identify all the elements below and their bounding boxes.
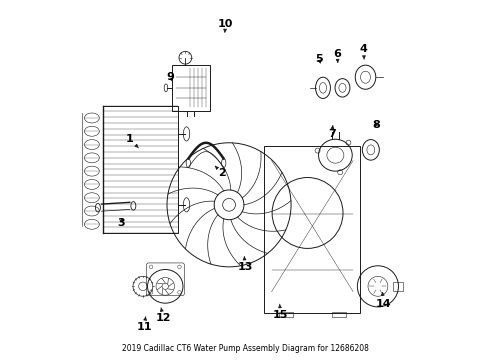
Text: 2: 2 [215,166,226,178]
Text: 8: 8 [372,120,380,130]
Text: 14: 14 [375,293,391,309]
Text: 2019 Cadillac CT6 Water Pump Assembly Diagram for 12686208: 2019 Cadillac CT6 Water Pump Assembly Di… [122,344,368,353]
Text: 3: 3 [117,217,125,228]
Text: 11: 11 [136,316,152,332]
Text: 7: 7 [328,126,336,139]
Text: 6: 6 [333,49,341,62]
Text: 13: 13 [237,256,253,272]
Bar [103,105,178,233]
Text: 15: 15 [273,304,288,320]
Text: 12: 12 [156,308,171,323]
Text: 10: 10 [218,19,233,32]
Bar [393,282,403,291]
Text: 5: 5 [316,54,323,64]
Text: 1: 1 [126,134,138,148]
Text: 4: 4 [360,44,368,59]
Bar [265,146,360,313]
Bar [172,65,210,111]
Text: 9: 9 [167,72,174,82]
Bar [332,312,346,317]
Bar [279,312,293,317]
